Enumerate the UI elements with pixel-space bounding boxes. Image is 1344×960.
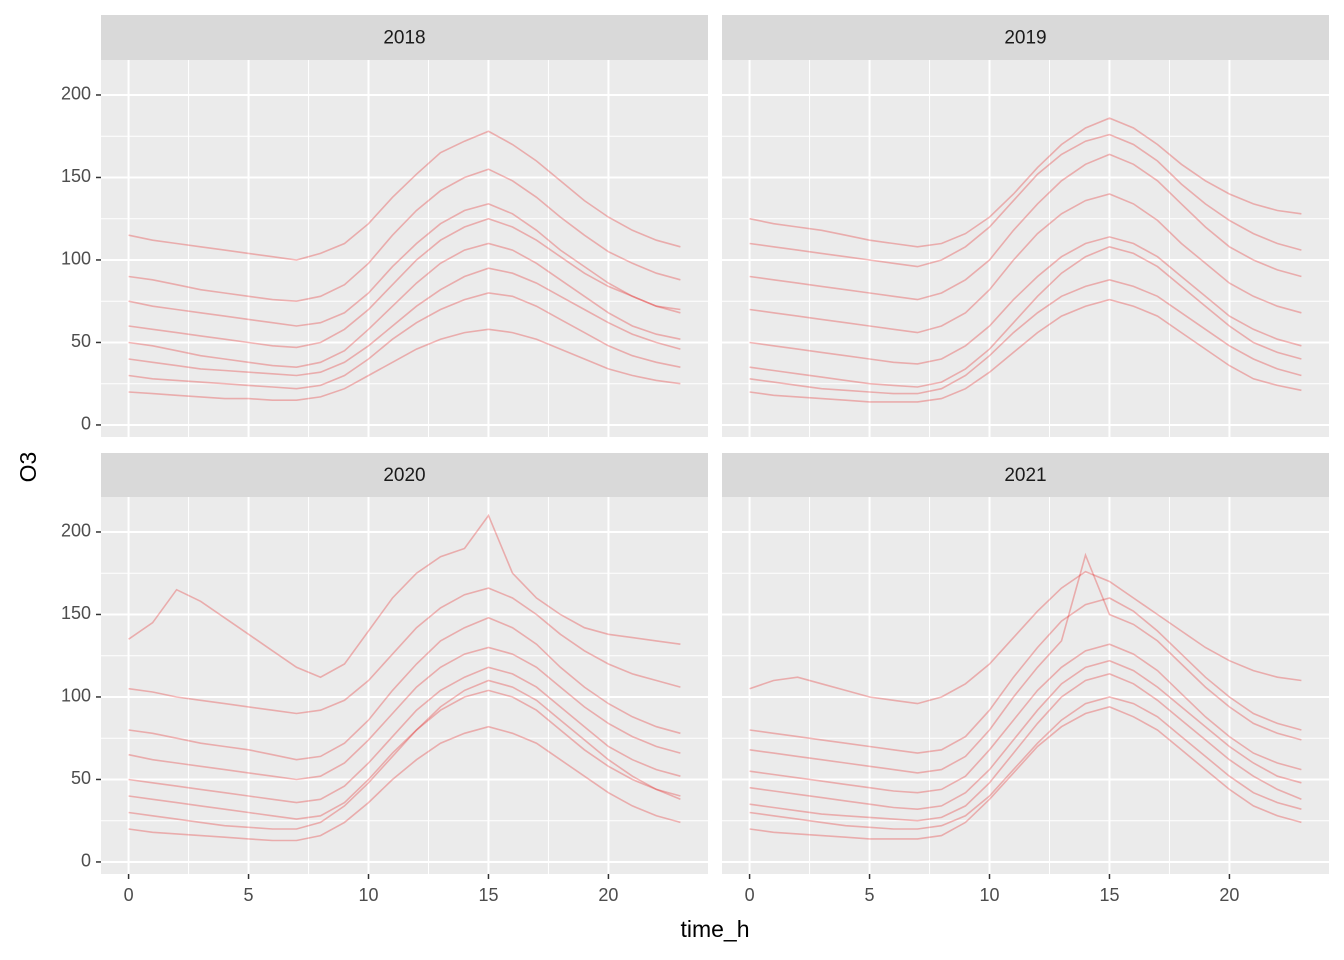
series-line xyxy=(749,236,1302,365)
series-line xyxy=(749,298,1302,403)
x-tick-label: 20 xyxy=(1219,885,1239,905)
facet-strip xyxy=(101,453,708,497)
x-tick-label: 15 xyxy=(1099,885,1119,905)
y-tick-label: 100 xyxy=(61,249,91,269)
series-line xyxy=(749,570,1302,705)
series-line xyxy=(128,292,681,390)
y-tick-label: 150 xyxy=(61,166,91,186)
y-tick-label: 150 xyxy=(61,603,91,623)
x-axis-title: time_h xyxy=(680,916,749,942)
series-line xyxy=(128,666,681,804)
series-line xyxy=(749,133,1302,268)
series-line xyxy=(749,552,1302,774)
y-tick-label: 50 xyxy=(71,331,91,351)
series-line xyxy=(128,725,681,842)
series-line xyxy=(749,696,1302,830)
panel-background xyxy=(101,497,708,874)
y-tick-label: 50 xyxy=(71,768,91,788)
series-line xyxy=(128,130,681,261)
y-tick-label: 0 xyxy=(81,414,91,434)
facet-title: 2020 xyxy=(383,465,425,486)
facet-title: 2018 xyxy=(383,28,425,49)
series-line xyxy=(749,245,1302,388)
series-line xyxy=(128,168,681,303)
series-line xyxy=(128,217,681,349)
facet-strip xyxy=(101,15,708,60)
facet-strip xyxy=(722,15,1329,60)
y-tick-label: 0 xyxy=(81,851,91,871)
series-line xyxy=(128,587,681,715)
series-line xyxy=(128,689,681,820)
series-line xyxy=(128,513,681,679)
x-tick-label: 0 xyxy=(745,885,755,905)
series-line xyxy=(749,673,1302,822)
x-tick-label: 0 xyxy=(124,885,134,905)
x-tick-label: 15 xyxy=(478,885,498,905)
x-tick-label: 10 xyxy=(979,885,999,905)
series-line xyxy=(749,193,1302,334)
panel-background xyxy=(101,60,708,437)
series-line xyxy=(749,643,1302,794)
series-line xyxy=(749,278,1302,395)
panel-background xyxy=(722,497,1329,874)
series-line xyxy=(128,203,681,327)
series-line xyxy=(749,597,1302,754)
series-line xyxy=(128,328,681,401)
y-tick-label: 200 xyxy=(61,84,91,104)
series-line xyxy=(128,616,681,761)
panel-background xyxy=(722,60,1329,437)
x-tick-label: 10 xyxy=(358,885,378,905)
facet-title: 2019 xyxy=(1004,28,1046,49)
series-line xyxy=(128,646,681,781)
series-line xyxy=(128,242,681,369)
facet-title: 2021 xyxy=(1004,465,1046,486)
y-tick-label: 200 xyxy=(61,521,91,541)
x-tick-label: 5 xyxy=(244,885,254,905)
series-line xyxy=(128,267,681,377)
series-line xyxy=(749,153,1302,301)
y-axis-title: O3 xyxy=(15,452,41,483)
x-tick-label: 20 xyxy=(598,885,618,905)
series-line xyxy=(128,679,681,830)
series-line xyxy=(749,706,1302,840)
x-tick-label: 5 xyxy=(865,885,875,905)
series-line xyxy=(749,117,1302,248)
series-line xyxy=(749,659,1302,811)
facet-strip xyxy=(722,453,1329,497)
y-tick-label: 100 xyxy=(61,686,91,706)
